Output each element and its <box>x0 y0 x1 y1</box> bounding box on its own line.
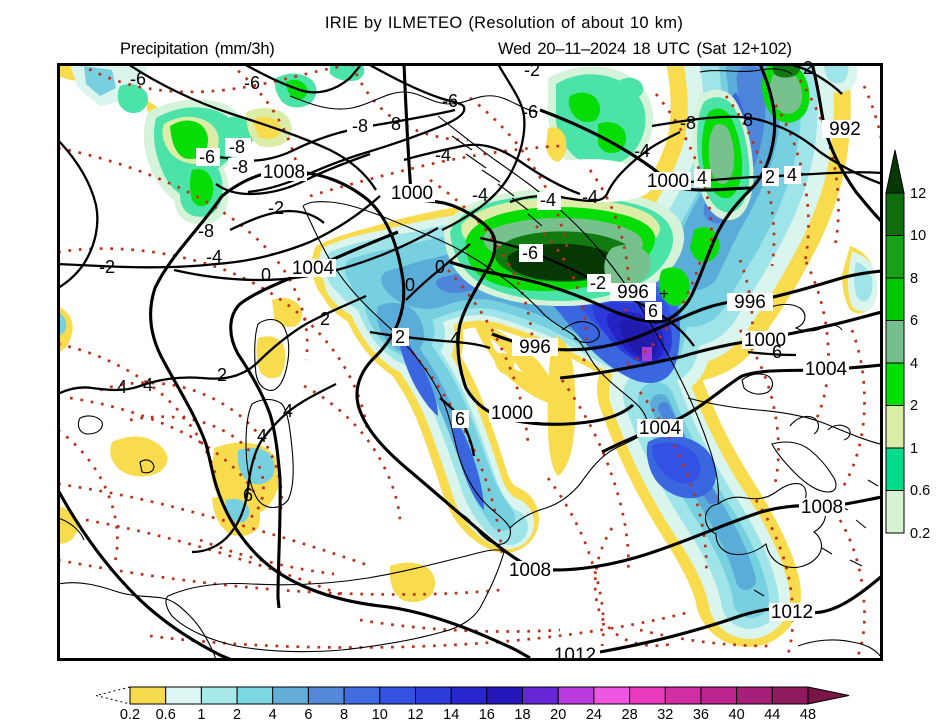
svg-text:1000: 1000 <box>391 183 433 204</box>
svg-text:8: 8 <box>340 707 348 723</box>
svg-text:40: 40 <box>729 707 745 723</box>
svg-text:996: 996 <box>734 292 766 313</box>
svg-text:-6: -6 <box>522 243 538 263</box>
svg-text:+: + <box>659 286 668 303</box>
svg-text:12: 12 <box>407 707 423 723</box>
svg-text:-2: -2 <box>590 273 606 293</box>
svg-text:-4: -4 <box>582 187 598 207</box>
svg-text:-6: -6 <box>244 73 260 93</box>
svg-text:-4: -4 <box>206 247 222 267</box>
svg-text:1: 1 <box>910 441 918 457</box>
svg-text:1004: 1004 <box>639 418 682 439</box>
svg-text:2: 2 <box>233 707 241 723</box>
svg-text:-8: -8 <box>352 116 368 136</box>
svg-text:0.6: 0.6 <box>910 483 930 499</box>
svg-text:1: 1 <box>197 707 205 723</box>
svg-text:-6: -6 <box>199 147 215 167</box>
svg-text:-4: -4 <box>472 185 488 205</box>
svg-text:36: 36 <box>693 707 709 723</box>
svg-text:-4: -4 <box>634 141 650 161</box>
svg-text:1000: 1000 <box>744 330 786 351</box>
svg-text:20: 20 <box>550 707 566 723</box>
svg-text:1008: 1008 <box>263 162 305 183</box>
svg-text:0.2: 0.2 <box>910 526 930 542</box>
svg-text:6: 6 <box>243 485 253 505</box>
svg-text:10: 10 <box>372 707 388 723</box>
svg-text:2: 2 <box>217 365 227 385</box>
svg-text:0: 0 <box>405 275 415 295</box>
svg-text:4: 4 <box>910 356 918 372</box>
svg-text:4: 4 <box>283 401 293 421</box>
svg-text:992: 992 <box>829 119 861 140</box>
svg-text:8: 8 <box>910 271 918 287</box>
svg-text:48: 48 <box>800 707 816 723</box>
svg-text:-6: -6 <box>130 69 146 89</box>
svg-text:10: 10 <box>910 228 926 244</box>
svg-text:16: 16 <box>479 707 495 723</box>
svg-text:-4: -4 <box>540 190 556 210</box>
svg-text:-8: -8 <box>232 157 248 177</box>
svg-text:4: 4 <box>697 168 707 188</box>
svg-text:1000: 1000 <box>647 171 689 192</box>
svg-text:1012: 1012 <box>771 602 813 623</box>
svg-text:2: 2 <box>910 398 918 414</box>
svg-text:2: 2 <box>395 327 405 347</box>
svg-text:996: 996 <box>519 337 551 358</box>
svg-text:4: 4 <box>269 707 277 723</box>
svg-text:12: 12 <box>910 186 926 202</box>
svg-text:996: 996 <box>617 282 649 303</box>
svg-text:6: 6 <box>648 301 658 321</box>
svg-text:4: 4 <box>143 375 153 395</box>
svg-text:4: 4 <box>450 329 460 349</box>
svg-text:0.2: 0.2 <box>120 707 140 723</box>
svg-text:28: 28 <box>622 707 638 723</box>
svg-text:-8: -8 <box>198 221 214 241</box>
svg-text:14: 14 <box>443 707 459 723</box>
svg-text:6: 6 <box>910 313 918 329</box>
svg-text:1008: 1008 <box>801 497 843 518</box>
svg-text:6: 6 <box>772 342 782 362</box>
svg-text:2: 2 <box>803 58 813 78</box>
svg-text:1000: 1000 <box>491 403 533 424</box>
svg-text:Precipitation (mm/3h): Precipitation (mm/3h) <box>120 40 275 58</box>
svg-text:44: 44 <box>764 707 780 723</box>
svg-text:0: 0 <box>261 265 271 285</box>
svg-text:-8: -8 <box>229 137 245 157</box>
svg-text:-4: -4 <box>435 145 451 165</box>
svg-text:1004: 1004 <box>292 258 335 279</box>
svg-text:-8: -8 <box>680 113 696 133</box>
svg-text:-2: -2 <box>268 198 284 218</box>
svg-text:18: 18 <box>514 707 530 723</box>
svg-text:0: 0 <box>435 257 445 277</box>
svg-text:6: 6 <box>304 707 312 723</box>
svg-text:4: 4 <box>257 426 267 446</box>
svg-text:-6: -6 <box>522 102 538 122</box>
svg-text:1012: 1012 <box>554 645 596 666</box>
svg-text:32: 32 <box>657 707 673 723</box>
svg-text:2: 2 <box>765 167 775 187</box>
svg-text:4: 4 <box>117 377 127 397</box>
svg-text:1004: 1004 <box>805 359 848 380</box>
svg-text:0.6: 0.6 <box>156 707 176 723</box>
svg-text:8: 8 <box>391 114 401 134</box>
svg-text:8: 8 <box>743 110 753 130</box>
svg-text:IRIE by ILMETEO (Resolution of: IRIE by ILMETEO (Resolution of about 10 … <box>325 14 683 32</box>
svg-text:1008: 1008 <box>509 560 551 581</box>
svg-text:4: 4 <box>787 165 797 185</box>
svg-text:6: 6 <box>455 409 465 429</box>
svg-text:24: 24 <box>586 707 602 723</box>
svg-text:2: 2 <box>320 309 330 329</box>
svg-text:-6: -6 <box>442 91 458 111</box>
svg-text:Wed 20–11–2024 18 UTC (Sat 12+: Wed 20–11–2024 18 UTC (Sat 12+102) <box>498 40 792 58</box>
svg-text:-2: -2 <box>99 257 115 277</box>
